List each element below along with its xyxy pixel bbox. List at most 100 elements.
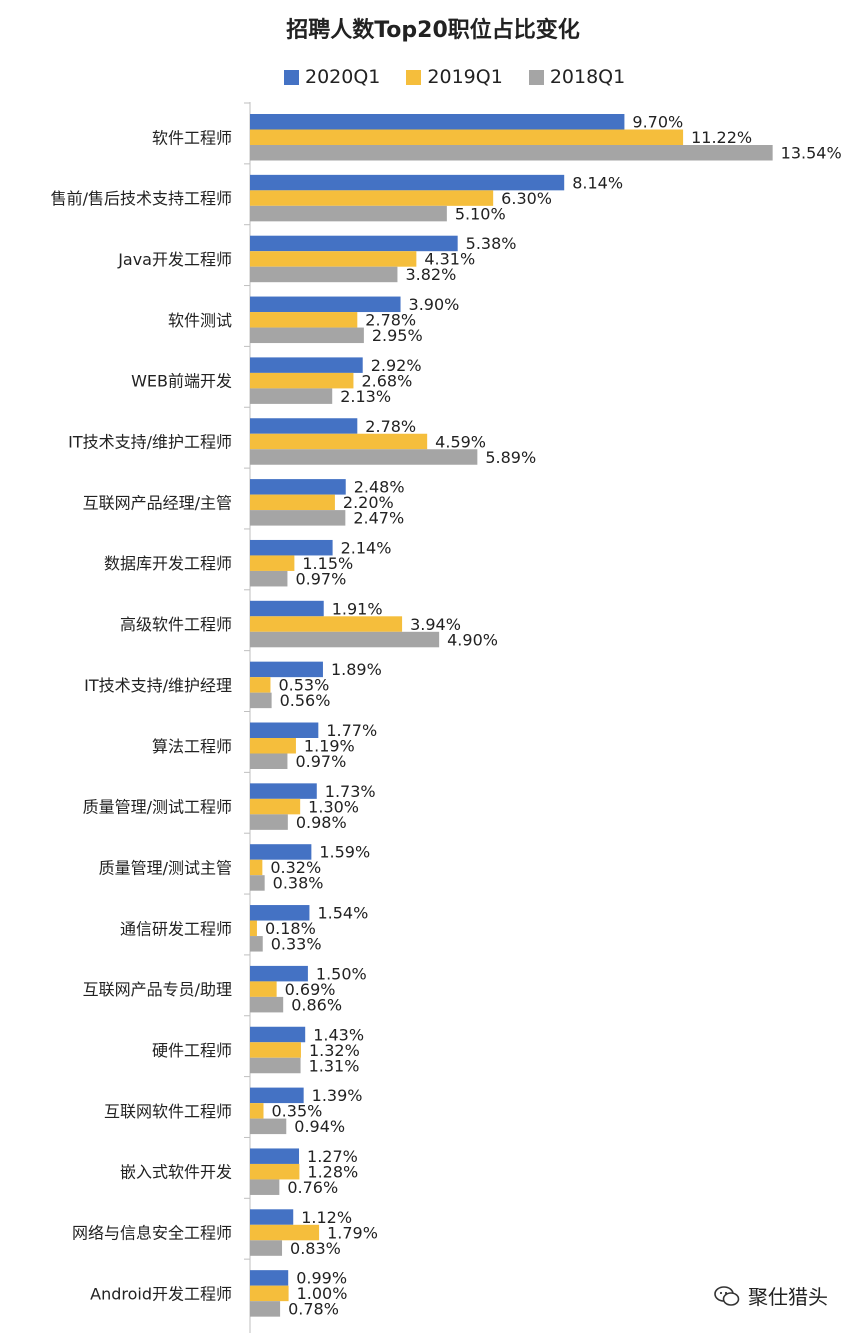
bar-2020q1 [250, 1270, 289, 1286]
data-label-2020q1: 2.78% [365, 417, 416, 436]
data-label-2018q1: 13.54% [781, 144, 842, 163]
category-label: 硬件工程师 [152, 1041, 232, 1060]
data-label-2019q1: 1.30% [308, 797, 359, 816]
data-label-2019q1: 2.20% [343, 493, 394, 512]
data-label-2019q1: 2.68% [361, 371, 412, 390]
bar-2020q1 [250, 1087, 304, 1104]
data-label-2020q1: 1.89% [331, 660, 382, 679]
bar-2020q1 [250, 783, 317, 799]
bar-2018q1 [250, 1301, 281, 1317]
bar-2019q1 [250, 312, 358, 328]
data-label-2020q1: 1.91% [332, 599, 383, 618]
category-label: 通信研发工程师 [120, 919, 232, 938]
chart-title: 招聘人数Top20职位占比变化 [286, 18, 580, 43]
data-label-2020q1: 1.27% [307, 1147, 358, 1166]
bar-2020q1 [250, 296, 401, 313]
wechat-icon [714, 1285, 740, 1306]
bar-2018q1 [250, 266, 398, 283]
bar-2019q1 [250, 251, 417, 267]
data-label-2018q1: 2.13% [340, 387, 391, 406]
bar-2019q1 [250, 920, 257, 937]
category-label: WEB前端开发 [131, 372, 232, 391]
data-label-2020q1: 3.90% [409, 295, 460, 314]
data-label-2019q1: 1.19% [304, 737, 355, 756]
category-label: 互联网软件工程师 [104, 1102, 232, 1121]
legend-label-2019q1: 2019Q1 [427, 66, 503, 88]
data-label-2019q1: 2.78% [365, 311, 416, 330]
bar-2018q1 [250, 145, 773, 161]
data-label-2019q1: 0.32% [270, 858, 321, 877]
category-label: 嵌入式软件开发 [120, 1163, 232, 1182]
data-label-2020q1: 8.14% [572, 173, 623, 192]
bar-2019q1 [250, 555, 295, 571]
bar-2018q1 [250, 1179, 280, 1195]
data-label-2019q1: 4.59% [435, 432, 486, 451]
bar-2020q1 [250, 661, 323, 678]
category-label: 高级软件工程师 [120, 615, 232, 634]
bar-2019q1 [250, 798, 301, 815]
data-label-2018q1: 0.83% [290, 1239, 341, 1258]
bar-2018q1 [250, 875, 265, 891]
category-label: 售前/售后技术支持工程师 [51, 189, 232, 208]
data-label-2020q1: 1.12% [301, 1208, 352, 1227]
bar-2020q1 [250, 235, 458, 252]
bar-2019q1 [250, 677, 271, 693]
category-label: 网络与信息安全工程师 [72, 1224, 232, 1243]
bar-2020q1 [250, 418, 358, 434]
data-label-2018q1: 5.10% [455, 204, 506, 223]
data-label-2020q1: 1.50% [316, 964, 367, 983]
data-label-2020q1: 2.14% [341, 538, 392, 557]
data-label-2018q1: 0.94% [294, 1117, 345, 1136]
bar-2018q1 [250, 327, 364, 344]
category-label: 数据库开发工程师 [104, 554, 232, 573]
data-label-2019q1: 11.22% [691, 128, 752, 147]
bar-2019q1 [250, 616, 403, 632]
bar-2018q1 [250, 1118, 287, 1135]
bar-2019q1 [250, 190, 494, 206]
bar-2018q1 [250, 814, 288, 830]
category-label: IT技术支持/维护工程师 [68, 433, 232, 452]
bar-2020q1 [250, 722, 319, 738]
data-label-2019q1: 1.15% [302, 554, 353, 573]
bar-2020q1 [250, 357, 363, 373]
legend-label-2020q1: 2020Q1 [305, 66, 381, 88]
data-label-2019q1: 6.30% [501, 189, 552, 208]
bar-2019q1 [250, 1103, 264, 1119]
legend-label-2018q1: 2018Q1 [549, 66, 626, 88]
bar-2018q1 [250, 570, 288, 587]
data-label-2018q1: 2.95% [372, 326, 423, 345]
bar-2020q1 [250, 600, 324, 617]
data-label-2018q1: 5.89% [485, 448, 536, 467]
bar-2018q1 [250, 631, 440, 648]
legend-swatch-2020q1 [284, 69, 299, 85]
data-label-2020q1: 1.59% [319, 843, 370, 862]
data-label-2018q1: 0.33% [271, 935, 322, 954]
bar-2020q1 [250, 539, 333, 556]
bar-2019q1 [250, 1163, 300, 1180]
category-label: 软件测试 [168, 311, 232, 330]
category-label: 互联网产品专员/助理 [83, 980, 232, 999]
bar-2020q1 [250, 1026, 306, 1043]
bar-2019q1 [250, 1285, 289, 1302]
legend-item-2020q1: 2020Q1 [284, 66, 380, 88]
data-label-2020q1: 1.73% [325, 782, 376, 801]
legend-swatch-2018q1 [528, 69, 544, 85]
data-label-2018q1: 3.82% [405, 265, 456, 284]
chart-legend: 2020Q1 2019Q1 2018Q1 [284, 66, 625, 88]
category-label: 算法工程师 [152, 737, 232, 756]
bar-2020q1 [250, 1209, 294, 1225]
data-label-2018q1: 0.98% [296, 813, 347, 832]
data-label-2018q1: 0.76% [287, 1178, 338, 1197]
data-label-2018q1: 0.78% [288, 1300, 339, 1319]
data-label-2019q1: 0.69% [285, 980, 336, 999]
data-label-2018q1: 4.90% [447, 630, 498, 649]
bar-2018q1 [250, 692, 272, 709]
data-label-2019q1: 4.31% [424, 250, 475, 269]
bar-2020q1 [250, 844, 312, 860]
data-label-2018q1: 1.31% [309, 1056, 360, 1075]
data-label-2020q1: 2.92% [371, 356, 422, 375]
bar-2018q1 [250, 1240, 283, 1256]
category-label: 软件工程师 [152, 128, 232, 147]
bar-2019q1 [250, 981, 277, 997]
